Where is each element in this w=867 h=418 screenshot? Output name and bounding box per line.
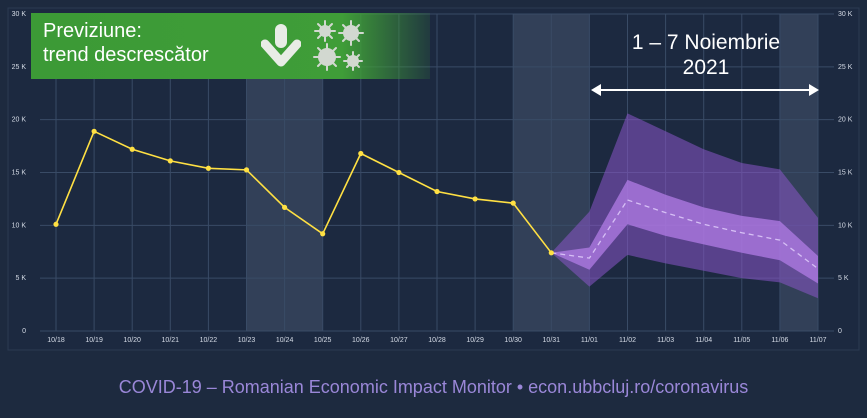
cases-point bbox=[510, 200, 516, 206]
y-tick-label: 25 K bbox=[12, 64, 27, 71]
banner-subtitle: trend descrescător bbox=[43, 44, 209, 66]
x-tick-label: 10/24 bbox=[276, 337, 294, 344]
cases-point bbox=[320, 231, 326, 237]
x-tick-label: 11/07 bbox=[810, 337, 827, 344]
cases-point bbox=[396, 169, 402, 176]
cases-point bbox=[167, 158, 173, 164]
cases-point bbox=[53, 221, 59, 227]
footer-credit: COVID-19 – Romanian Economic Impact Moni… bbox=[118, 377, 749, 397]
y-axis-right: 0 5 K 10 K 15 K 20 K 25 K 30 K bbox=[838, 11, 853, 335]
cases-point bbox=[548, 250, 554, 256]
forecast-bands bbox=[551, 113, 819, 299]
x-tick-label: 10/22 bbox=[200, 337, 218, 344]
forecast-banner: Previziune: trend descrescător bbox=[31, 13, 430, 79]
cases-point bbox=[282, 204, 288, 210]
y-tick-label-right: 0 bbox=[838, 328, 842, 335]
cases-point bbox=[243, 167, 250, 173]
x-tick-label: 11/04 bbox=[695, 337, 712, 344]
cases-point bbox=[205, 165, 211, 171]
x-tick-label: 10/18 bbox=[47, 337, 65, 344]
y-tick-label-right: 25 K bbox=[838, 64, 853, 71]
period-dates: 1 – 7 Noiembrie bbox=[631, 31, 781, 54]
x-tick-label: 10/28 bbox=[428, 337, 446, 344]
x-tick-label: 10/23 bbox=[238, 337, 256, 344]
period-double-arrow-icon bbox=[591, 84, 819, 96]
y-tick-label: 10 K bbox=[12, 222, 27, 229]
x-tick-label: 10/21 bbox=[162, 337, 180, 344]
x-tick-label: 10/19 bbox=[85, 337, 103, 344]
banner-text: Previziune: trend descrescător bbox=[43, 19, 209, 67]
x-tick-label: 11/02 bbox=[619, 337, 636, 344]
y-tick-label: 15 K bbox=[12, 170, 27, 177]
down-arrow-icon bbox=[261, 24, 301, 67]
y-tick-label-right: 10 K bbox=[838, 222, 853, 229]
y-tick-label: 20 K bbox=[12, 117, 27, 124]
cases-point bbox=[358, 150, 364, 157]
x-tick-label: 10/26 bbox=[352, 337, 370, 344]
banner-title: Previziune: bbox=[43, 20, 142, 42]
y-tick-label-right: 20 K bbox=[838, 117, 853, 124]
y-tick-label: 0 bbox=[22, 328, 26, 335]
x-tick-label: 10/25 bbox=[314, 337, 332, 344]
actual-series bbox=[53, 128, 554, 256]
x-tick-label: 10/30 bbox=[504, 337, 522, 344]
x-tick-label: 10/20 bbox=[123, 337, 141, 344]
cases-point bbox=[91, 128, 97, 134]
virus-icon bbox=[313, 20, 364, 71]
x-axis: 10/18 10/19 10/20 10/21 10/22 10/23 10/24 10/25… bbox=[47, 337, 826, 344]
cases-line bbox=[55, 130, 552, 254]
y-tick-label: 30 K bbox=[12, 11, 27, 18]
period-year: 2021 bbox=[682, 56, 730, 79]
forecast-inner-band bbox=[551, 179, 818, 284]
forecast-period-label: 1 – 7 Noiembrie 2021 bbox=[596, 30, 816, 80]
cases-point bbox=[472, 196, 478, 202]
y-tick-label-right: 5 K bbox=[838, 275, 849, 282]
cases-point bbox=[129, 146, 135, 152]
x-tick-label: 11/03 bbox=[657, 337, 674, 344]
y-tick-label-right: 15 K bbox=[838, 170, 853, 177]
x-tick-label: 11/05 bbox=[733, 337, 750, 344]
x-tick-label: 11/01 bbox=[581, 337, 598, 344]
x-tick-label: 10/31 bbox=[543, 337, 561, 344]
y-tick-label: 5 K bbox=[15, 275, 26, 282]
y-axis-left: 0 5 K 10 K 15 K 20 K 25 K 30 K bbox=[12, 11, 27, 335]
x-tick-label: 10/27 bbox=[390, 337, 408, 344]
x-tick-label: 11/06 bbox=[771, 337, 788, 344]
cases-point bbox=[434, 188, 440, 195]
y-tick-label-right: 30 K bbox=[838, 11, 853, 18]
x-tick-label: 10/29 bbox=[466, 337, 484, 344]
